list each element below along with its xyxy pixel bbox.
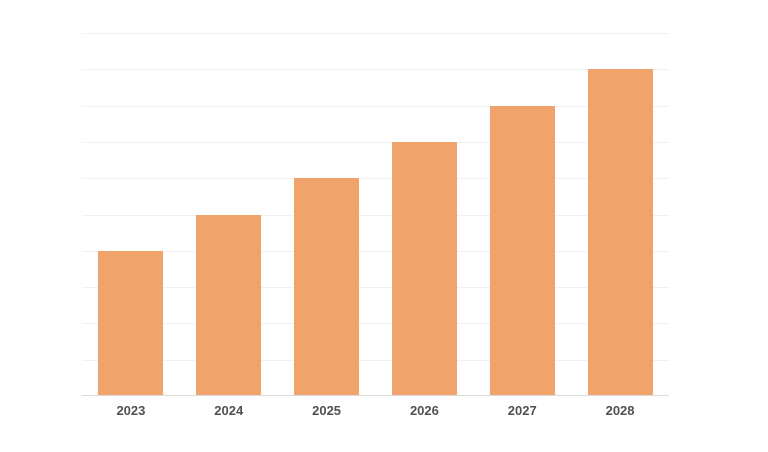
gridline xyxy=(82,141,669,143)
bar-2027 xyxy=(489,105,555,396)
bar-2028 xyxy=(587,69,653,396)
gridline xyxy=(82,323,669,325)
bar-slot xyxy=(473,33,571,396)
bar-2024 xyxy=(196,214,262,396)
gridline xyxy=(82,214,669,216)
gridline xyxy=(82,33,669,34)
bar-2025 xyxy=(294,178,360,396)
x-axis-label-2028: 2028 xyxy=(605,403,635,418)
plot-area xyxy=(82,33,669,396)
gridline xyxy=(82,178,669,180)
bar-2023 xyxy=(98,250,164,396)
gridline xyxy=(82,69,669,71)
x-axis-labels: 2023 2024 2025 2026 2027 2028 xyxy=(82,403,669,418)
x-axis-line xyxy=(82,395,669,396)
bar-series xyxy=(82,33,669,396)
bar-slot xyxy=(278,33,376,396)
gridline xyxy=(82,250,669,252)
gridline xyxy=(82,287,669,289)
x-axis-label-2024: 2024 xyxy=(214,403,244,418)
x-axis-label-2023: 2023 xyxy=(116,403,146,418)
x-axis-label-2025: 2025 xyxy=(312,403,342,418)
bar-slot xyxy=(375,33,473,396)
bar-slot xyxy=(180,33,278,396)
bar-slot xyxy=(82,33,180,396)
x-axis-label-2027: 2027 xyxy=(507,403,537,418)
gridline xyxy=(82,105,669,107)
gridline xyxy=(82,359,669,361)
gridlines xyxy=(82,33,669,396)
x-axis-label-2026: 2026 xyxy=(409,403,439,418)
bar-2026 xyxy=(391,141,457,396)
bar-slot xyxy=(571,33,669,396)
